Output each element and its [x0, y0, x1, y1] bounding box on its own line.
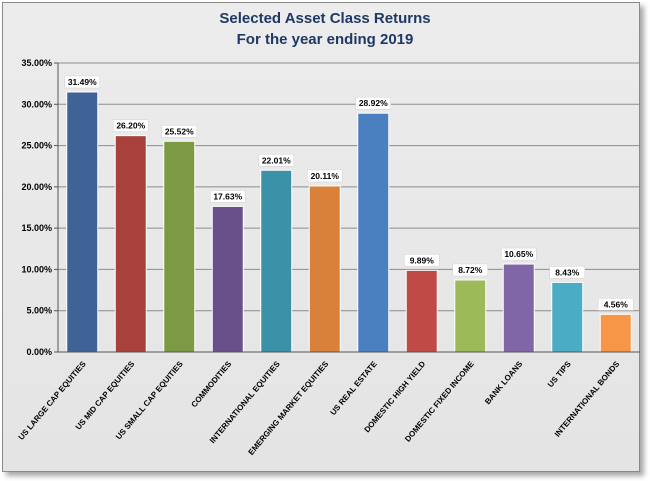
bar: [599, 313, 632, 353]
data-label-box: [501, 247, 537, 261]
bar: [211, 205, 244, 353]
y-tick-label: 25.00%: [21, 141, 52, 151]
bar: [405, 269, 438, 353]
data-label-box: [355, 96, 391, 110]
y-tick-label: 35.00%: [21, 58, 52, 68]
data-label-box: [210, 190, 246, 203]
chart-title: Selected Asset Class Returns: [219, 10, 431, 27]
bar: [357, 112, 390, 353]
data-label-box: [161, 125, 197, 138]
chart-subtitle: For the year ending 2019: [236, 31, 414, 48]
bar: [454, 279, 487, 353]
data-label-box: [598, 298, 634, 311]
bar: [551, 281, 584, 353]
category-label: BANK LOANS: [483, 359, 525, 406]
data-label-box: [549, 266, 585, 279]
data-label: 25.52%: [165, 126, 194, 136]
bars: [66, 91, 632, 353]
data-label: 20.11%: [311, 171, 340, 181]
chart-title-block: Selected Asset Class Returns For the yea…: [0, 8, 650, 50]
y-tick-label: 10.00%: [21, 264, 52, 274]
bar: [502, 263, 535, 353]
bar: [163, 140, 196, 353]
y-tick-label: 0.00%: [26, 347, 52, 357]
category-label: COMMODITIES: [190, 359, 234, 409]
bar: [66, 91, 99, 353]
y-tick-label: 20.00%: [21, 182, 52, 192]
data-label-box: [64, 75, 100, 89]
data-label: 10.65%: [504, 249, 533, 259]
data-label-box: [404, 254, 440, 267]
data-label: 4.56%: [604, 299, 629, 309]
category-label: EMERGING MARKET EQUITIES: [247, 359, 331, 457]
data-label: 8.72%: [458, 265, 483, 275]
data-label: 26.20%: [116, 121, 145, 131]
data-label-box: [258, 154, 294, 167]
category-label: US REAL ESTATE: [328, 359, 379, 417]
data-labels: 31.49% 26.20% 25.52% 17.63% 22.01% 20.11% 28.9…: [64, 75, 634, 311]
y-tick-label: 5.00%: [26, 306, 52, 316]
bar: [260, 169, 293, 353]
data-label: 31.49%: [68, 77, 97, 87]
data-label: 17.63%: [213, 191, 242, 201]
y-tick-label: 30.00%: [21, 99, 52, 109]
data-label: 28.92%: [359, 98, 388, 108]
data-label: 9.89%: [410, 255, 435, 265]
data-label: 22.01%: [262, 155, 291, 165]
data-label-box: [113, 119, 149, 132]
data-label-box: [452, 263, 488, 277]
data-label-box: [307, 169, 343, 183]
y-axis: 0.00% 5.00% 10.00% 15.00% 20.00% 25.00% 30.00%…: [21, 58, 59, 357]
data-label: 8.43%: [555, 267, 580, 277]
bar: [114, 135, 147, 353]
y-tick-label: 15.00%: [21, 223, 52, 233]
category-label: US TIPS: [546, 359, 573, 389]
bar: [308, 185, 341, 353]
